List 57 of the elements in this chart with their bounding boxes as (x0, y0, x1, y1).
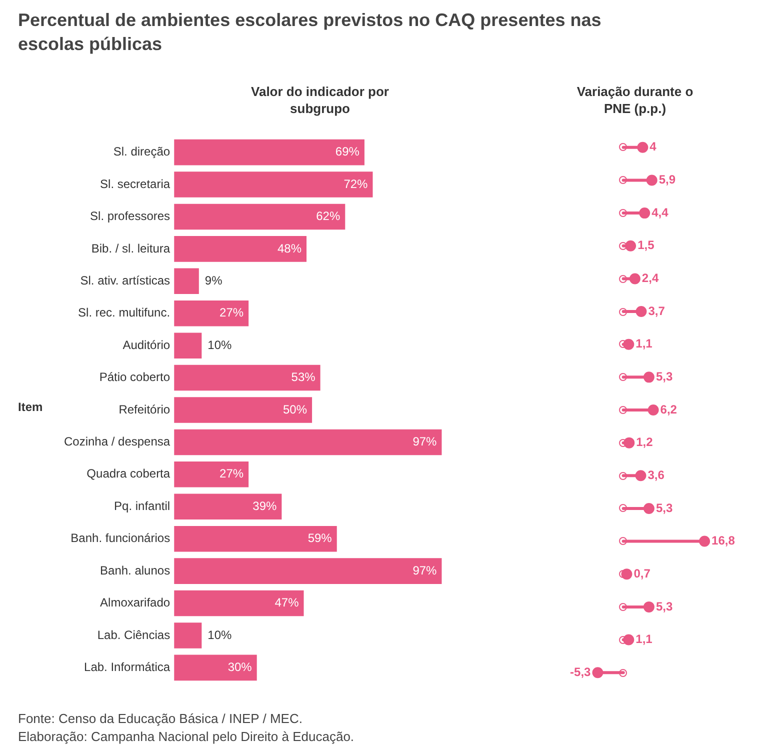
chart-subtitle: Valor do indicador por subgrupo (250, 84, 390, 118)
data-label: 1,5 (638, 238, 655, 252)
data-label: 1,1 (636, 336, 653, 351)
data-label: -5,3 (570, 664, 592, 679)
y-tick-label: Pátio coberto (99, 370, 170, 384)
data-label: 0,7 (634, 566, 651, 580)
y-tick-label: Banh. funcionários (70, 531, 170, 546)
data-label: 10% (208, 628, 232, 642)
data-label: 53% (291, 370, 316, 384)
y-axis-title: Item (18, 400, 43, 414)
data-label: 10% (208, 338, 232, 352)
y-tick-label: Sl. professores (90, 209, 170, 224)
data-label: 1,2 (636, 435, 654, 450)
y-tick-label: Cozinha / despensa (64, 434, 170, 449)
data-label: 50% (283, 402, 308, 416)
data-label: 30% (228, 660, 252, 674)
chart-title: Percentual de ambientes escolares previstos no CAQ presentes nas escolas públicas (18, 9, 602, 56)
y-tick-label: Bib. / sl. leitura (91, 241, 170, 256)
chart-title: Variação durante o PNE (p.p.) (576, 84, 694, 118)
data-label: 69% (335, 144, 360, 159)
source-note: Fonte: Censo da Educação Básica / INEP / MEC. (18, 711, 302, 726)
data-label: 5,9 (658, 172, 676, 187)
data-label: 1,1 (636, 632, 653, 646)
data-label: 27% (220, 466, 244, 481)
data-label: 5,3 (656, 599, 673, 614)
data-label: 72% (344, 176, 368, 191)
data-label: 47% (274, 596, 300, 610)
y-tick-label: Auditório (122, 338, 170, 352)
data-label: 39% (252, 498, 277, 513)
data-label: 9% (204, 273, 223, 288)
y-tick-label: Almoxarifado (100, 596, 170, 610)
y-tick-label: Sl. rec. multifunc. (78, 306, 170, 320)
data-label: 2,4 (642, 271, 659, 286)
y-tick-label: Lab. Ciências (97, 628, 170, 642)
y-tick-label: Banh. alunos (100, 563, 170, 578)
y-tick-label: Lab. Informática (84, 660, 170, 674)
data-label: 4,4 (652, 205, 669, 220)
y-tick-label: Sl. secretaria (100, 176, 170, 191)
data-label: 3,6 (648, 468, 665, 482)
data-label: 3,7 (648, 304, 666, 318)
data-label: 16,8 (712, 534, 736, 548)
data-label: 6,2 (660, 402, 678, 416)
data-label: 5,3 (656, 369, 673, 384)
text: Elaboração: Campanha Nacional pelo Direito à Educação. (18, 729, 354, 744)
y-tick-label: Pq. infantil (114, 498, 170, 513)
data-label: 62% (316, 209, 340, 224)
y-tick-label: Quadra coberta (86, 466, 170, 481)
data-label: 59% (308, 531, 332, 546)
y-tick-label: Refeitório (118, 402, 170, 416)
data-label: 48% (277, 241, 302, 256)
data-label: 97% (412, 563, 438, 578)
data-label: 97% (412, 434, 438, 449)
y-tick-label: Sl. ativ. artísticas (80, 273, 170, 288)
data-label: 4 (650, 140, 657, 154)
y-tick-label: Sl. direção (113, 144, 170, 159)
data-label: 5,3 (656, 500, 673, 515)
data-label: 27% (220, 306, 244, 320)
